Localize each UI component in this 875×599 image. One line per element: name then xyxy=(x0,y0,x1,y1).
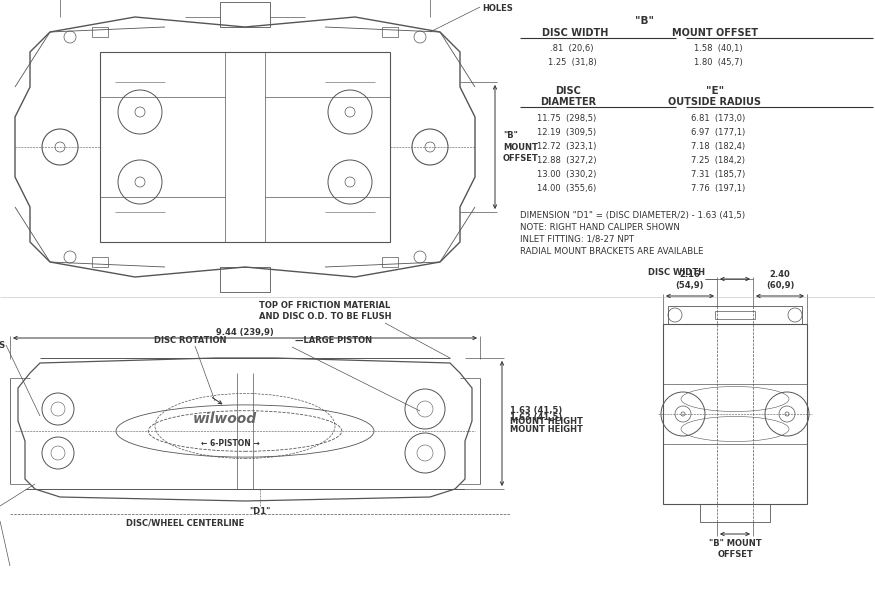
Bar xyxy=(220,2,270,27)
Text: OUTSIDE RADIUS: OUTSIDE RADIUS xyxy=(668,97,761,107)
Text: 14.00  (355,6): 14.00 (355,6) xyxy=(537,184,597,193)
Text: "B": "B" xyxy=(635,16,654,26)
Text: .81  (20,6): .81 (20,6) xyxy=(550,44,594,53)
Text: DISC WIDTH: DISC WIDTH xyxy=(542,28,608,38)
Text: 12.88  (327,2): 12.88 (327,2) xyxy=(537,156,597,165)
Bar xyxy=(100,52,390,242)
Text: 1.63 (41,5)
MOUNT HEIGHT: 1.63 (41,5) MOUNT HEIGHT xyxy=(510,406,583,426)
Text: 7.25  (184,2): 7.25 (184,2) xyxy=(691,156,745,165)
Bar xyxy=(220,267,270,292)
Text: 13.00  (330,2): 13.00 (330,2) xyxy=(537,171,597,180)
Text: DISC/WHEEL CENTERLINE: DISC/WHEEL CENTERLINE xyxy=(126,519,244,528)
Text: TOP OF FRICTION MATERIAL
AND DISC O.D. TO BE FLUSH: TOP OF FRICTION MATERIAL AND DISC O.D. T… xyxy=(259,301,391,321)
Text: 1.58  (40,1): 1.58 (40,1) xyxy=(694,44,742,53)
Text: 7.76  (197,1): 7.76 (197,1) xyxy=(691,184,746,193)
Text: ← 6-PISTON →: ← 6-PISTON → xyxy=(200,438,259,447)
Text: "D1": "D1" xyxy=(249,507,270,516)
Text: 2.40
(60,9): 2.40 (60,9) xyxy=(766,270,794,290)
Text: MOUNT OFFSET: MOUNT OFFSET xyxy=(672,28,758,38)
Text: 12.19  (309,5): 12.19 (309,5) xyxy=(537,129,597,138)
Text: RADIAL MOUNT BRACKETS ARE AVAILABLE: RADIAL MOUNT BRACKETS ARE AVAILABLE xyxy=(520,247,704,256)
Text: "B"
MOUNT
OFFSET: "B" MOUNT OFFSET xyxy=(503,131,539,162)
Text: wilwood: wilwood xyxy=(193,412,257,426)
Text: 6.97  (177,1): 6.97 (177,1) xyxy=(691,129,746,138)
Text: 11.75  (298,5): 11.75 (298,5) xyxy=(537,114,597,123)
Text: NOTE: RIGHT HAND CALIPER SHOWN: NOTE: RIGHT HAND CALIPER SHOWN xyxy=(520,223,680,232)
Text: INLET FITTING: 1/8-27 NPT: INLET FITTING: 1/8-27 NPT xyxy=(520,235,634,244)
Text: 2.16
(54,9): 2.16 (54,9) xyxy=(676,270,704,290)
Bar xyxy=(668,306,802,324)
Text: 1.80  (45,7): 1.80 (45,7) xyxy=(694,59,742,68)
Text: 7.31  (185,7): 7.31 (185,7) xyxy=(691,171,746,180)
Text: 6.81  (173,0): 6.81 (173,0) xyxy=(691,114,746,123)
Text: .39 (9,9)
MOUNT
HOLES: .39 (9,9) MOUNT HOLES xyxy=(482,0,522,13)
Text: DISC: DISC xyxy=(555,86,581,96)
Text: DIMENSION "D1" = (DISC DIAMETER/2) - 1.63 (41,5): DIMENSION "D1" = (DISC DIAMETER/2) - 1.6… xyxy=(520,211,746,220)
Text: "E": "E" xyxy=(706,86,724,96)
Bar xyxy=(715,311,755,319)
Text: "B" MOUNT
OFFSET: "B" MOUNT OFFSET xyxy=(709,539,761,559)
Bar xyxy=(700,504,770,522)
Text: 7.18  (182,4): 7.18 (182,4) xyxy=(691,143,746,152)
Bar xyxy=(92,257,108,267)
Text: —LARGE PISTON: —LARGE PISTON xyxy=(295,336,372,345)
Text: SMALL PISTONS: SMALL PISTONS xyxy=(0,340,5,349)
Text: 1.25  (31,8): 1.25 (31,8) xyxy=(548,59,597,68)
Text: DISC WIDTH: DISC WIDTH xyxy=(648,268,705,277)
Bar xyxy=(663,324,807,504)
Text: DIAMETER: DIAMETER xyxy=(540,97,596,107)
Bar xyxy=(225,52,265,242)
Text: 9.44 (239,9): 9.44 (239,9) xyxy=(216,328,274,337)
Bar xyxy=(382,257,398,267)
Text: DISC ROTATION: DISC ROTATION xyxy=(154,336,227,345)
Text: 12.72  (323,1): 12.72 (323,1) xyxy=(537,143,597,152)
Bar xyxy=(92,27,108,37)
Bar xyxy=(382,27,398,37)
Text: 1.63 (41,5)
MOUNT HEIGHT: 1.63 (41,5) MOUNT HEIGHT xyxy=(510,413,583,434)
